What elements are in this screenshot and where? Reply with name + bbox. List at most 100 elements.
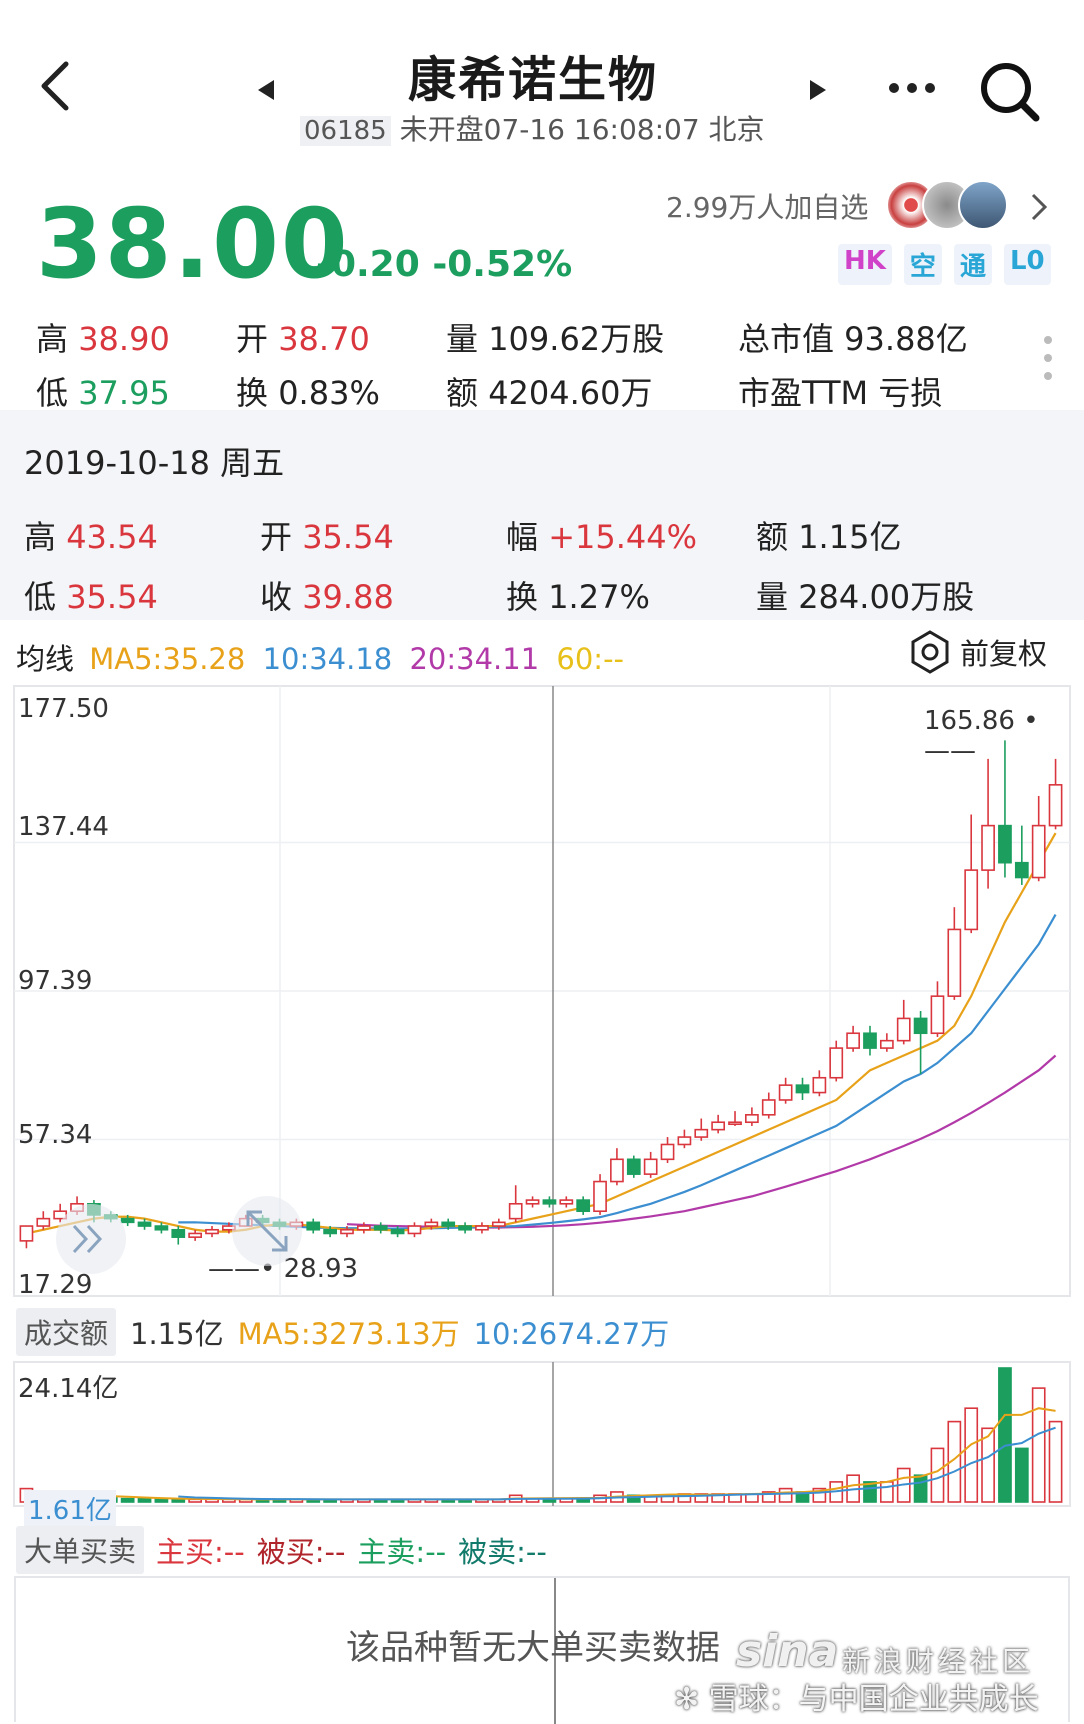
crosshair-line	[554, 1578, 556, 1724]
candle	[154, 1222, 169, 1234]
price-change: -0.20 -0.52%	[316, 244, 572, 285]
candle-body	[677, 1136, 692, 1146]
volume-legend-label[interactable]: 成交额	[16, 1308, 117, 1356]
candle	[879, 1033, 894, 1052]
volume-axis-bottom: 1.61亿	[24, 1490, 116, 1527]
candle	[1031, 795, 1046, 882]
candle-body	[694, 1128, 709, 1138]
candle	[576, 1196, 591, 1215]
expand-chart-button[interactable]	[232, 1196, 302, 1266]
candle	[998, 740, 1012, 878]
candle-body	[356, 1225, 371, 1231]
triangle-right-icon	[810, 80, 826, 100]
candlestick-chart[interactable]	[0, 684, 1084, 1304]
candle-body	[154, 1225, 169, 1231]
volume-ma5: MA5:3273.13万	[237, 1317, 460, 1351]
candle-body	[525, 1199, 540, 1205]
volume-bar	[1048, 1420, 1063, 1503]
triangle-left-icon	[258, 80, 274, 100]
volume-bar	[171, 1498, 186, 1503]
candle	[441, 1218, 456, 1230]
badge-short[interactable]: 空	[903, 244, 942, 285]
price-axis-label: 97.39	[18, 966, 93, 996]
volume-bar	[761, 1491, 776, 1503]
candle	[745, 1107, 759, 1126]
volume-bar	[1014, 1447, 1029, 1503]
candle-body	[171, 1228, 186, 1238]
candle-body	[913, 1017, 928, 1035]
candle	[626, 1155, 641, 1178]
big-orders-label[interactable]: 大单买卖	[16, 1526, 145, 1574]
candle	[340, 1226, 354, 1238]
candle-body	[390, 1228, 405, 1235]
candle-body	[593, 1180, 607, 1213]
ma20-value: 20:34.11	[409, 642, 540, 676]
scroll-left-button[interactable]	[56, 1204, 126, 1274]
candle	[356, 1222, 371, 1234]
more-button[interactable]	[888, 80, 936, 100]
max-price-annotation: 165.86 •——	[924, 706, 1039, 766]
main-buy: 主买:--	[156, 1535, 245, 1569]
candle-body	[745, 1114, 759, 1124]
vertical-dots-icon	[1044, 336, 1052, 380]
detail-turnover: 换 1.27%	[506, 578, 650, 616]
candle	[491, 1218, 506, 1230]
candle	[913, 1011, 928, 1075]
candle	[930, 981, 945, 1037]
candle-body	[475, 1225, 489, 1231]
volume-ma10-line	[178, 1426, 1056, 1501]
header-subtitle: 06185 未开盘07-16 16:08:07 北京	[300, 108, 765, 148]
sina-logo: sina	[736, 1626, 839, 1677]
candle-body	[340, 1228, 354, 1235]
candle	[694, 1118, 709, 1141]
chart-grid	[14, 686, 1070, 1296]
candle-body	[424, 1221, 439, 1227]
next-stock-button[interactable]	[808, 78, 828, 106]
ma5-line	[26, 832, 1057, 1235]
stat-amount: 额 4204.60万	[446, 374, 653, 412]
back-button[interactable]	[36, 58, 76, 114]
stat-high: 高 38.90	[36, 320, 170, 358]
candle-body	[660, 1143, 675, 1161]
adjust-button[interactable]: 前复权	[908, 630, 1047, 674]
watcher-avatars[interactable]	[886, 180, 1016, 230]
double-chevron-icon	[72, 1224, 103, 1254]
candle-body	[188, 1232, 203, 1238]
candle	[205, 1226, 219, 1238]
ma60-value: 60:--	[556, 642, 625, 676]
passive-sell: 被卖:--	[458, 1535, 547, 1569]
volume-chart[interactable]	[0, 1360, 1084, 1510]
volume-bar	[913, 1474, 928, 1503]
watchers-chevron-button[interactable]	[1030, 192, 1048, 226]
volume-ma10: 10:2674.27万	[473, 1317, 670, 1351]
stats-more-button[interactable]	[1042, 334, 1054, 386]
detail-open: 开 35.54	[260, 518, 394, 556]
candle-body	[407, 1225, 422, 1235]
candle	[610, 1148, 624, 1186]
candle-body	[576, 1199, 591, 1213]
volume-legend: 成交额 1.15亿 MA5:3273.13万 10:2674.27万	[16, 1308, 669, 1356]
volume-bar	[947, 1420, 962, 1503]
badge-connect[interactable]: 通	[953, 244, 992, 285]
ma10-value: 10:34.18	[262, 642, 393, 676]
volume-value: 1.15亿	[130, 1317, 224, 1351]
candle	[508, 1185, 523, 1223]
candle	[407, 1222, 422, 1238]
candle	[981, 758, 995, 889]
candle	[188, 1229, 203, 1241]
price-axis-label: 177.50	[18, 694, 109, 724]
badge-hk[interactable]: HK	[838, 244, 892, 285]
candle-body	[120, 1217, 135, 1224]
candle-body	[643, 1158, 658, 1175]
search-button[interactable]	[978, 60, 1042, 128]
candle	[323, 1226, 337, 1238]
candle-body	[306, 1221, 321, 1231]
big-orders-panel	[14, 1576, 1070, 1724]
candle	[1014, 825, 1029, 885]
candle	[964, 814, 979, 934]
chevron-left-icon	[41, 61, 69, 111]
candle	[660, 1137, 675, 1164]
prev-stock-button[interactable]	[256, 78, 276, 106]
candle-body	[711, 1121, 726, 1131]
badge-level[interactable]: L0	[1003, 244, 1051, 285]
